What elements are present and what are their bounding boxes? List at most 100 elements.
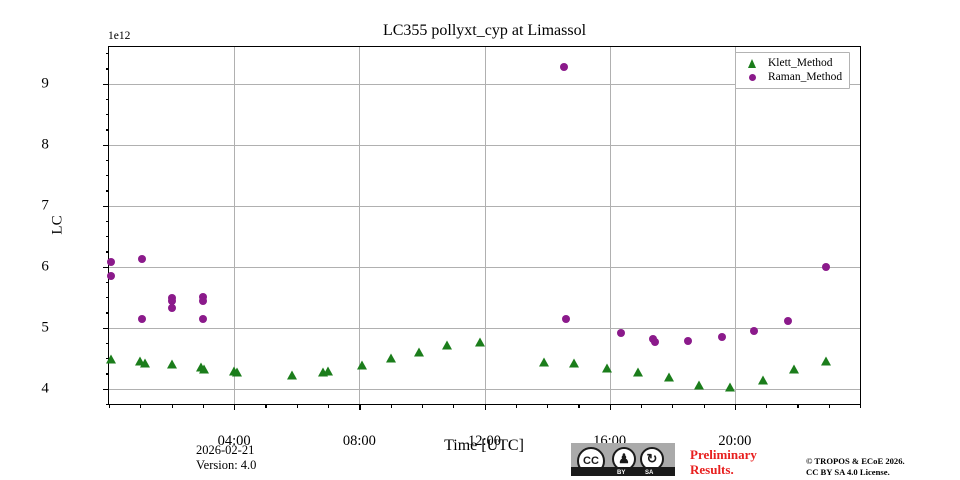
y-tick-minor bbox=[105, 190, 109, 192]
y-tick-minor bbox=[105, 175, 109, 177]
data-point-raman-method bbox=[137, 314, 146, 323]
x-tick-minor bbox=[797, 404, 799, 408]
data-point-klett-method bbox=[538, 357, 549, 367]
y-tick-minor bbox=[105, 373, 109, 375]
y-tick-minor bbox=[105, 404, 109, 406]
data-point-klett-method bbox=[413, 347, 424, 357]
data-point-klett-method bbox=[166, 359, 177, 369]
legend-item-klett: Klett_Method bbox=[741, 56, 842, 70]
gridline-vertical bbox=[484, 47, 486, 404]
gridline-vertical bbox=[734, 47, 736, 404]
x-tick-minor bbox=[328, 404, 330, 408]
y-tick-minor bbox=[105, 312, 109, 314]
data-point-klett-method bbox=[664, 372, 675, 382]
x-tick-minor bbox=[140, 404, 142, 408]
y-tick-minor bbox=[105, 53, 109, 55]
data-point-raman-method bbox=[784, 317, 793, 325]
x-axis-label: Time [UTC] bbox=[444, 437, 524, 454]
y-tick-minor bbox=[105, 114, 109, 116]
y-tick-label: 8 bbox=[41, 136, 49, 153]
y-tick-minor bbox=[105, 251, 109, 253]
data-point-raman-method bbox=[167, 297, 176, 306]
data-point-klett-method bbox=[287, 370, 298, 380]
y-tick-major bbox=[103, 144, 109, 146]
data-point-klett-method bbox=[693, 380, 704, 390]
x-tick-minor bbox=[390, 404, 392, 408]
data-point-klett-method bbox=[139, 358, 150, 368]
data-point-raman-method bbox=[198, 314, 207, 323]
data-point-raman-method bbox=[198, 296, 207, 305]
x-tick-major bbox=[734, 404, 737, 410]
x-tick-minor bbox=[265, 404, 267, 408]
x-tick-minor bbox=[171, 404, 173, 408]
data-point-raman-method bbox=[651, 338, 660, 347]
data-point-raman-method bbox=[749, 326, 758, 335]
x-tick-minor bbox=[578, 404, 580, 408]
y-tick-major bbox=[103, 327, 109, 329]
x-tick-minor bbox=[828, 404, 830, 408]
y-axis-offset-label: 1e12 bbox=[108, 30, 131, 42]
data-point-klett-method bbox=[199, 364, 210, 374]
x-tick-label: 04:00 bbox=[217, 432, 251, 449]
x-tick-minor bbox=[515, 404, 517, 408]
data-point-klett-method bbox=[323, 366, 334, 376]
data-point-klett-method bbox=[232, 367, 243, 377]
y-axis-label: LC bbox=[49, 215, 66, 235]
cc-badge-band bbox=[571, 467, 675, 476]
legend-label-raman: Raman_Method bbox=[768, 71, 843, 83]
x-tick-label: 08:00 bbox=[342, 432, 376, 449]
y-tick-label: 7 bbox=[41, 197, 49, 214]
date-version-stamp: 2026-02-21 Version: 4.0 bbox=[196, 443, 256, 473]
data-point-raman-method bbox=[683, 337, 692, 346]
chart-legend: Klett_Method Raman_Method bbox=[735, 52, 851, 89]
data-point-raman-method bbox=[137, 254, 146, 263]
x-tick-minor bbox=[296, 404, 298, 408]
data-point-klett-method bbox=[757, 375, 768, 385]
data-point-raman-method bbox=[560, 62, 569, 71]
copyright-notice: © TROPOS & ECoE 2026. CC BY SA 4.0 Licen… bbox=[806, 456, 905, 478]
data-point-klett-method bbox=[474, 337, 485, 347]
y-tick-label: 9 bbox=[41, 75, 49, 92]
y-tick-label: 4 bbox=[41, 380, 49, 397]
gridline-vertical bbox=[359, 47, 361, 404]
gridline-vertical bbox=[609, 47, 611, 404]
preliminary-line-1: Preliminary bbox=[690, 447, 757, 462]
y-tick-label: 5 bbox=[41, 319, 49, 336]
data-point-klett-method bbox=[441, 340, 452, 350]
data-point-raman-method bbox=[616, 328, 625, 337]
chart-title: LC355 pollyxt_cyp at Limassol bbox=[382, 22, 587, 39]
y-tick-minor bbox=[105, 129, 109, 131]
x-tick-major bbox=[484, 404, 486, 410]
x-tick-minor bbox=[202, 404, 205, 408]
y-tick-minor bbox=[105, 220, 109, 223]
x-tick-label: 20:00 bbox=[718, 432, 752, 449]
y-tick-major bbox=[103, 388, 109, 391]
y-tick-minor bbox=[105, 281, 109, 284]
triangle-icon bbox=[741, 58, 763, 68]
x-tick-major bbox=[234, 404, 236, 410]
x-tick-minor bbox=[109, 404, 111, 408]
preliminary-results-notice: Preliminary Results. bbox=[690, 447, 757, 477]
data-point-raman-method bbox=[167, 303, 176, 312]
x-tick-major bbox=[609, 404, 611, 410]
copyright-line-2: CC BY SA 4.0 License. bbox=[806, 467, 890, 477]
measurement-date: 2026-02-21 bbox=[196, 443, 255, 457]
x-tick-minor bbox=[672, 404, 674, 408]
data-point-raman-method bbox=[106, 258, 115, 267]
y-tick-minor bbox=[105, 236, 109, 238]
data-point-klett-method bbox=[105, 354, 116, 364]
plot-area: 4 5 6 7 8 9 04:00 08:00 12:00 16:00 20:00 bbox=[41, 46, 862, 449]
data-point-klett-method bbox=[789, 364, 800, 374]
data-point-raman-method bbox=[106, 271, 115, 280]
data-point-klett-method bbox=[601, 363, 612, 373]
data-point-klett-method bbox=[568, 358, 579, 367]
x-tick-minor bbox=[453, 404, 455, 408]
x-tick-minor bbox=[766, 404, 768, 408]
gridline-vertical bbox=[234, 47, 236, 404]
y-tick-minor bbox=[105, 342, 109, 345]
y-tick-minor bbox=[105, 159, 109, 162]
version-text: Version: 4.0 bbox=[196, 458, 257, 472]
y-tick-minor bbox=[105, 297, 109, 299]
circle-icon bbox=[741, 73, 763, 81]
